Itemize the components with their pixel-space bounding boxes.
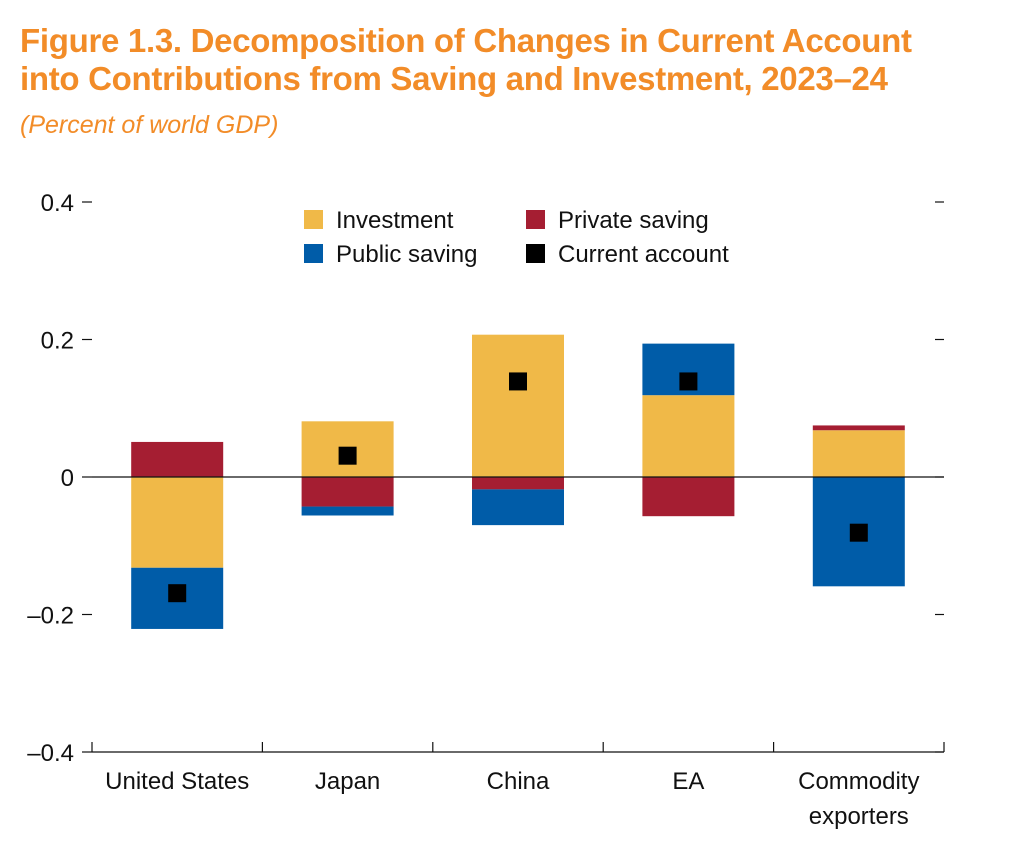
y-tick-label: –0.4	[27, 740, 74, 767]
legend-private-saving-swatch	[526, 210, 545, 229]
y-tick-label: –0.2	[27, 603, 74, 630]
public-saving-bar	[472, 489, 564, 526]
x-tick-label: United States	[105, 768, 249, 795]
investment-bar	[131, 477, 224, 568]
legend-private-saving-label: Private saving	[558, 207, 709, 234]
current-account-marker	[509, 372, 527, 391]
private-saving-bar	[472, 477, 564, 490]
current-account-marker	[849, 523, 868, 542]
y-tick-label: 0	[61, 465, 74, 492]
x-tick-label: Japan	[315, 768, 380, 795]
current-account-marker	[338, 446, 357, 465]
current-account-marker	[679, 372, 698, 391]
title-line-2: into Contributions from Saving and Inves…	[20, 60, 888, 97]
legend-public-saving-swatch	[304, 244, 323, 263]
legend-current-account-swatch	[526, 244, 545, 263]
investment-bar	[642, 395, 735, 477]
current-account-marker	[168, 584, 187, 603]
chart-title: Figure 1.3. Decomposition of Changes in …	[20, 22, 1010, 98]
y-tick-label: 0.4	[41, 190, 74, 217]
private-saving-bar	[642, 477, 735, 517]
y-tick-label: 0.2	[41, 328, 74, 355]
private-saving-bar	[131, 441, 224, 477]
title-line-1: Figure 1.3. Decomposition of Changes in …	[20, 22, 912, 59]
x-tick-label: EA	[672, 768, 704, 795]
legend-current-account-label: Current account	[558, 241, 729, 268]
investment-bar	[472, 334, 564, 477]
public-saving-bar	[301, 506, 394, 516]
legend-investment-swatch	[304, 210, 323, 229]
x-tick-label: China	[487, 768, 550, 795]
x-tick-label: Commodity exporters	[798, 768, 919, 830]
legend-investment-label: Investment	[336, 207, 454, 234]
private-saving-bar	[301, 477, 394, 507]
private-saving-bar	[812, 425, 905, 431]
investment-bar	[812, 430, 905, 477]
legend-public-saving-label: Public saving	[336, 241, 477, 268]
chart-subtitle: (Percent of world GDP)	[20, 111, 279, 139]
